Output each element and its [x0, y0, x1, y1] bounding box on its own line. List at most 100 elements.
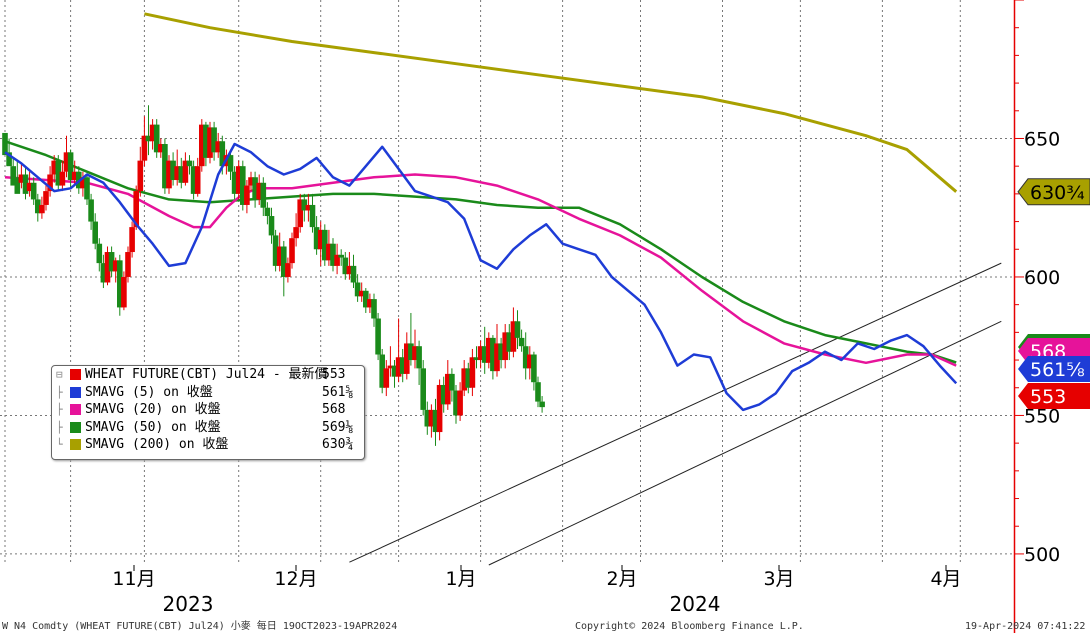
candle-body	[84, 177, 90, 200]
candle-body	[317, 229, 324, 250]
candle-body	[420, 368, 426, 410]
candle-body	[342, 257, 349, 275]
candle-body	[39, 204, 45, 214]
candle-body	[6, 152, 12, 167]
candle-body	[539, 401, 545, 408]
year-label: 2024	[670, 592, 721, 616]
candle-body	[133, 191, 139, 228]
y-tick-label: 500	[1024, 544, 1060, 566]
year-label: 2023	[163, 592, 214, 616]
candle-body	[436, 384, 443, 433]
candle-body	[494, 343, 500, 372]
candle-body	[190, 166, 197, 194]
legend-item: ⊟ WHEAT FUTURE(CBT) Jul24 - 最新價 553	[52, 366, 364, 384]
legend-value: 561⅝	[322, 384, 354, 400]
candle-body	[416, 346, 422, 369]
trendline	[349, 262, 1002, 563]
candle-body	[219, 141, 226, 167]
candle-body	[367, 299, 373, 308]
legend-value: 568	[322, 402, 346, 417]
candle-body	[199, 124, 205, 167]
candle-body	[35, 199, 41, 214]
candle-body	[322, 229, 328, 261]
legend-swatch	[70, 404, 81, 415]
candle-body	[248, 177, 254, 186]
legend-item: ├ SMAVG (5) on 收盤 561⅝	[52, 384, 364, 402]
candle-body	[14, 177, 21, 194]
candle-body	[461, 368, 467, 391]
candle-body	[2, 132, 8, 156]
candle-body	[141, 135, 148, 161]
candle-body	[309, 204, 316, 228]
price-tag-label: 561⅝	[1030, 359, 1085, 381]
candle-body	[502, 332, 508, 361]
candle-body	[67, 152, 74, 181]
candle-body	[129, 227, 135, 253]
candle-body	[445, 373, 451, 405]
x-tick-label: 3月	[763, 568, 794, 590]
candle-body	[26, 182, 33, 192]
legend-label: SMAVG (200) on 收盤	[85, 437, 229, 452]
candle-body	[330, 243, 336, 266]
candle-body	[59, 171, 66, 186]
candle-body	[473, 357, 480, 361]
legend-tree-glyph: ⊟	[56, 368, 63, 381]
legend-item: └ SMAVG (200) on 收盤 630¾	[52, 436, 364, 454]
candle-body	[215, 141, 221, 153]
legend-label: SMAVG (5) on 收盤	[85, 384, 213, 400]
series-line	[4, 173, 957, 367]
candle-body	[313, 227, 320, 250]
y-tick-label: 550	[1024, 405, 1060, 427]
candle-body	[240, 166, 246, 205]
candle-body	[145, 135, 152, 142]
x-tick-label: 12月	[274, 568, 317, 590]
candle-body	[244, 185, 250, 205]
price-tag-label: 553	[1030, 386, 1066, 408]
candle-body	[449, 373, 455, 391]
candle-body	[182, 160, 189, 183]
y-tick-label: 650	[1024, 128, 1060, 150]
candle-body	[457, 390, 463, 416]
footer-right: 19-Apr-2024 07:41:22	[965, 621, 1085, 632]
legend-item: ├ SMAVG (20) on 收盤 568	[52, 401, 364, 419]
candle-body	[506, 332, 513, 352]
legend-value: 630¾	[322, 437, 354, 452]
candle-body	[531, 354, 537, 383]
candle-body	[121, 276, 127, 308]
candle-body	[498, 343, 504, 361]
series-line	[4, 140, 957, 364]
candle-body	[162, 144, 168, 189]
x-tick-label: 2月	[606, 568, 637, 590]
series-line	[4, 142, 958, 412]
candle-body	[272, 235, 279, 266]
candle-body	[227, 155, 234, 172]
candle-body	[404, 343, 410, 374]
candle-body	[486, 337, 492, 363]
candle-body	[260, 182, 267, 208]
candle-body	[514, 321, 521, 338]
candle-body	[211, 127, 217, 153]
candle-body	[338, 254, 344, 258]
candle-body	[203, 124, 209, 158]
series-line	[144, 12, 958, 193]
x-axis: 11月 12月 1月 2月 3月 4月 2023 2024	[112, 565, 962, 616]
candle-body	[276, 246, 283, 266]
candle-body	[194, 166, 201, 194]
candle-body	[424, 409, 431, 427]
legend-tree-glyph: └	[56, 438, 63, 451]
x-tick-label: 1月	[445, 568, 476, 590]
legend-label: SMAVG (20) on 收盤	[85, 402, 221, 417]
candle-body	[96, 243, 103, 264]
price-tag	[1018, 356, 1090, 382]
candle-body	[399, 357, 406, 374]
legend-value: 553	[322, 367, 346, 382]
candle-body	[264, 207, 271, 217]
legend-label: SMAVG (50) on 收盤	[85, 419, 221, 435]
candle-body	[125, 252, 131, 277]
candle-body	[285, 263, 291, 277]
y-axis: 650 600 550 500	[1013, 0, 1060, 633]
y-tick-label: 600	[1024, 267, 1060, 289]
candle-body	[363, 290, 369, 308]
